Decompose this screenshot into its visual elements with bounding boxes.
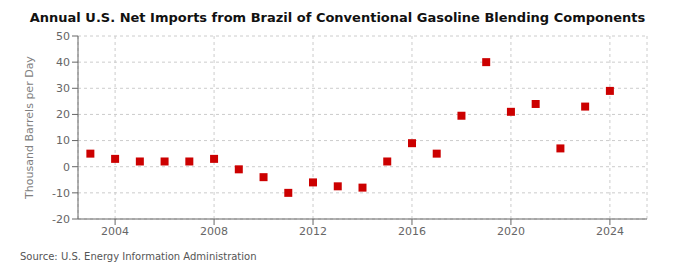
svg-text:30: 30	[56, 82, 70, 95]
svg-text:0: 0	[63, 161, 70, 174]
svg-text:40: 40	[56, 56, 70, 69]
svg-text:10: 10	[56, 134, 70, 147]
svg-text:-10: -10	[52, 187, 70, 200]
svg-text:2016: 2016	[398, 225, 426, 238]
svg-text:2012: 2012	[299, 225, 327, 238]
svg-text:2020: 2020	[497, 225, 525, 238]
svg-text:-20: -20	[52, 213, 70, 226]
svg-text:Thousand Barrels per Day: Thousand Barrels per Day	[23, 56, 36, 200]
html-text:Annual U.S. Net Imports from B: Annual U.S. Net Imports from Brazil of C…	[29, 10, 646, 25]
svg-text:2004: 2004	[101, 225, 129, 238]
svg-text:50: 50	[56, 30, 70, 43]
html-text:Source: U.S. Energy Informatio: Source: U.S. Energy Information Administ…	[20, 251, 257, 262]
svg-text:2008: 2008	[200, 225, 228, 238]
svg-text:2024: 2024	[596, 225, 624, 238]
svg-text:20: 20	[56, 108, 70, 121]
